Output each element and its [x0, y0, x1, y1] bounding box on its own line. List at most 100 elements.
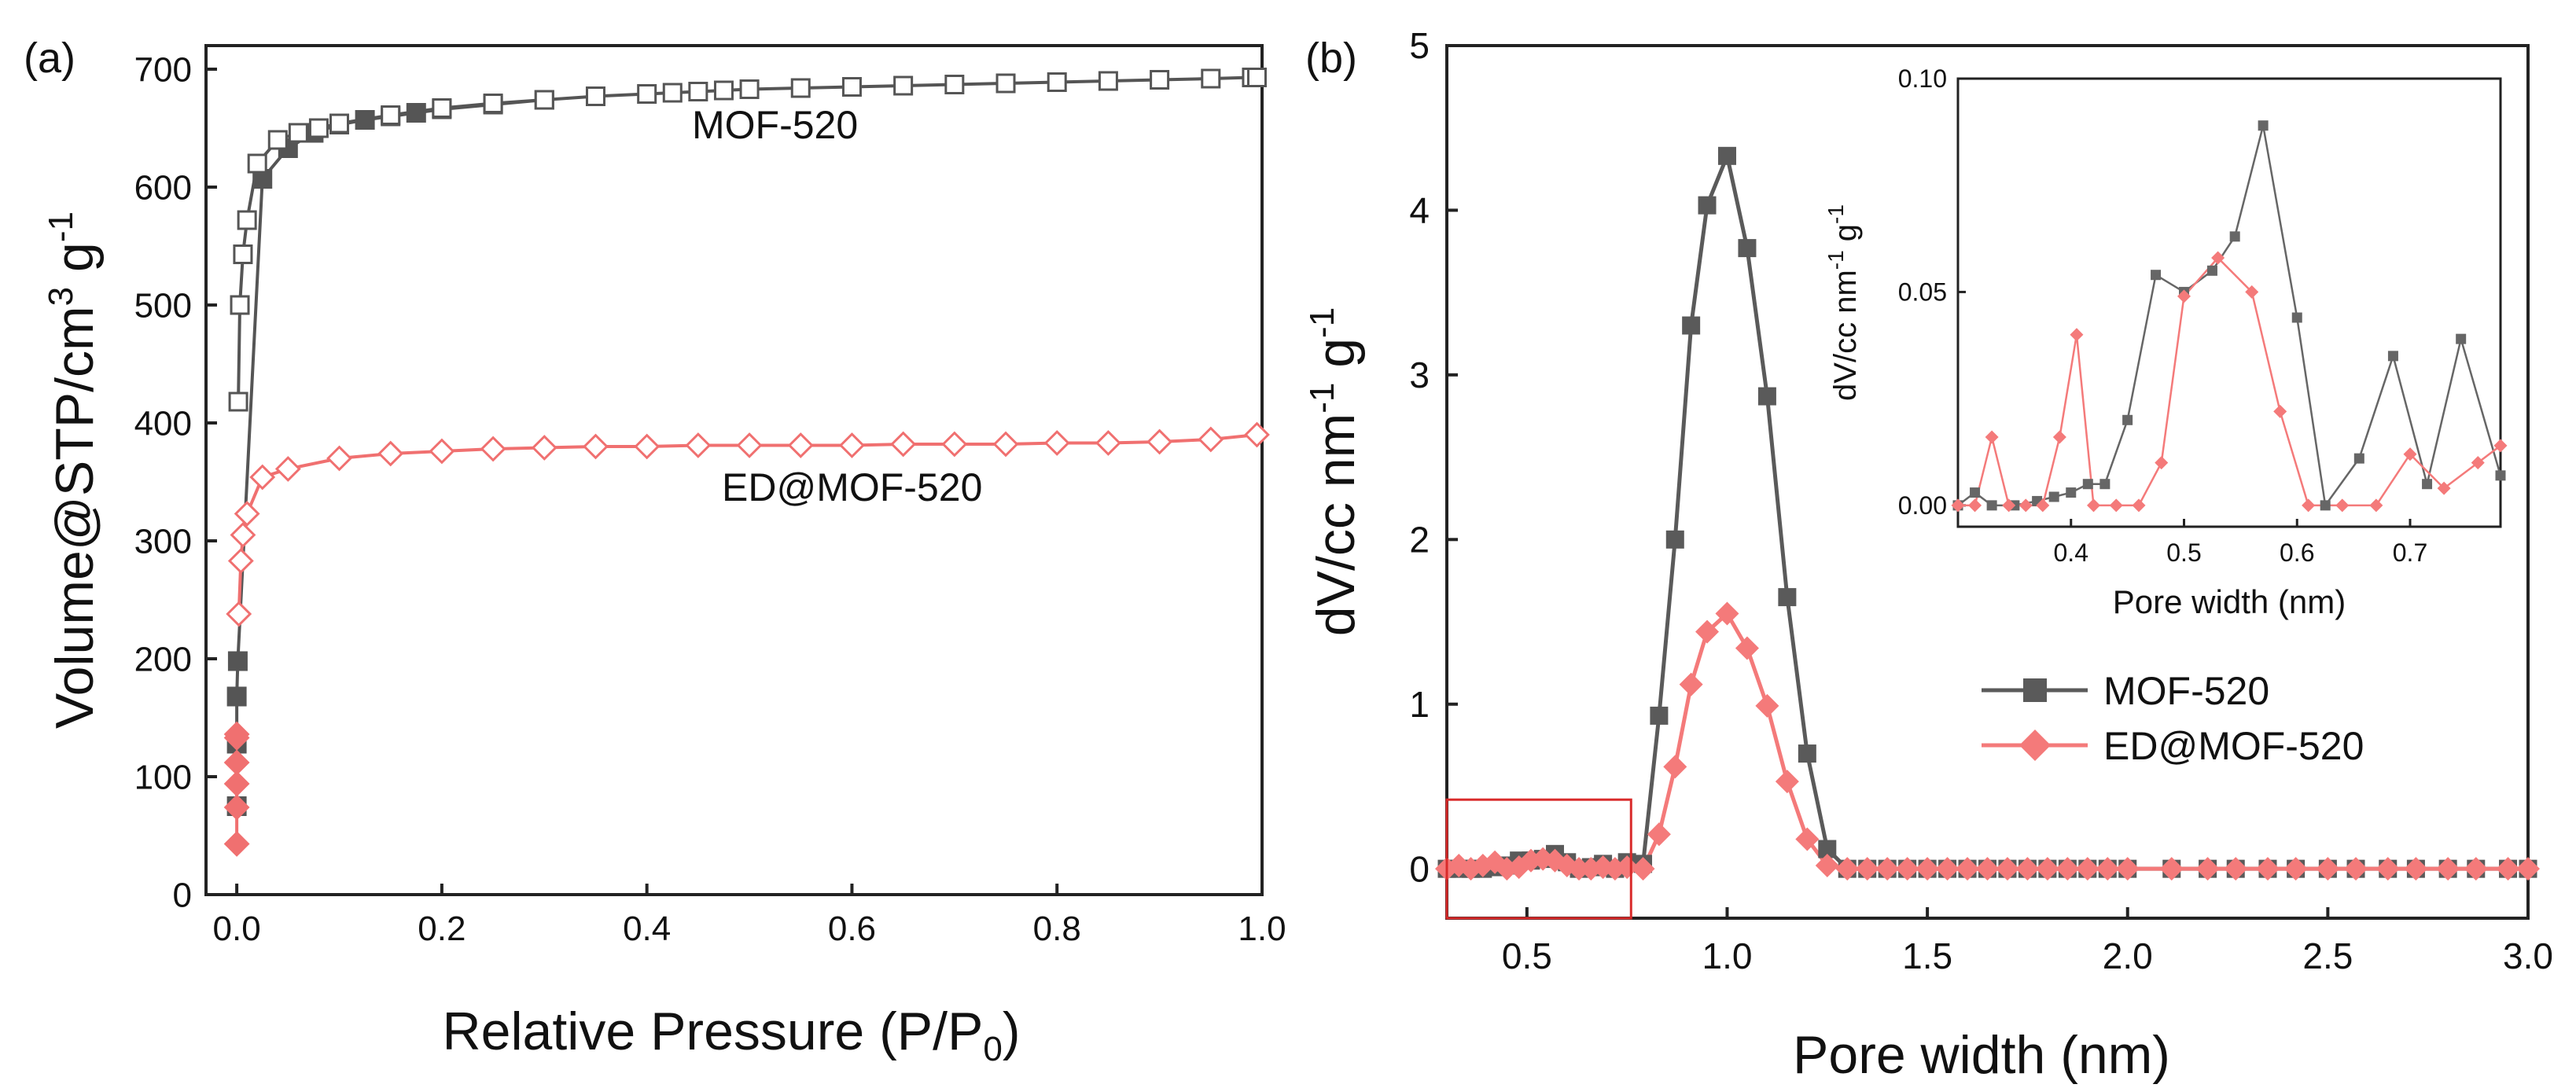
data-point — [2036, 498, 2050, 513]
data-point — [1098, 71, 1118, 91]
data-point — [326, 445, 352, 472]
data-point — [787, 432, 814, 458]
data-point — [1043, 430, 1070, 456]
data-point — [1201, 68, 1221, 89]
data-point — [2404, 857, 2428, 881]
data-point — [230, 295, 250, 315]
data-point — [2159, 857, 2184, 881]
panel-a-plot-frame — [204, 44, 1264, 896]
data-point — [223, 794, 250, 821]
inset-plot-frame — [1956, 77, 2502, 528]
data-point — [1970, 487, 1981, 498]
data-point — [1715, 601, 1739, 626]
data-point — [2291, 312, 2302, 323]
data-point — [2493, 439, 2508, 453]
data-point — [1682, 316, 1701, 335]
panel-b-label: (b) — [1305, 35, 1357, 82]
data-point — [2224, 857, 2248, 881]
data-point — [1146, 428, 1173, 455]
data-point — [1679, 672, 1703, 697]
data-point — [2177, 289, 2191, 303]
data-point — [2015, 857, 2040, 881]
data-point — [406, 103, 426, 123]
data-point — [1695, 619, 1720, 644]
data-point — [247, 153, 267, 174]
data-point — [1956, 857, 1980, 881]
data-point — [2369, 498, 2383, 513]
data-point — [429, 438, 455, 465]
panel-a-y-tick-label: 600 — [134, 168, 192, 207]
data-point — [329, 113, 350, 134]
data-point — [223, 770, 250, 797]
data-point — [1735, 636, 1759, 660]
data-point — [2082, 479, 2093, 490]
data-point — [226, 601, 252, 627]
data-point — [2018, 498, 2033, 513]
data-point — [1835, 857, 1860, 881]
data-point — [1095, 430, 1121, 456]
data-point — [995, 73, 1016, 94]
data-point — [839, 432, 865, 458]
data-point — [2353, 453, 2364, 464]
panel-b-x-tick-label: 1.5 — [1902, 935, 1952, 976]
panel-a-x-tick-label: 0.0 — [213, 910, 261, 948]
data-point — [223, 721, 250, 748]
panel-a-y-tick-label: 400 — [134, 404, 192, 443]
data-point — [1855, 857, 1879, 881]
data-point — [2099, 479, 2110, 490]
data-point — [2456, 333, 2467, 344]
data-point — [2070, 328, 2084, 342]
data-point — [2283, 857, 2308, 881]
panel-b-x-tick-label: 2.0 — [2103, 935, 2153, 976]
data-point — [944, 75, 965, 94]
data-point — [355, 110, 375, 130]
panel-b-x-tick-label: 0.5 — [1502, 935, 1552, 976]
panel-b-y-tick-label: 3 — [1409, 355, 1430, 395]
data-point — [739, 79, 760, 99]
panel-b-legend: MOF-520 ED@MOF-520 — [1982, 669, 2364, 768]
panel-b-y-tick-label: 1 — [1409, 684, 1430, 725]
zoom-region-box — [1445, 798, 1632, 920]
data-point — [274, 456, 301, 482]
data-point — [2151, 270, 2162, 281]
data-point — [2206, 265, 2217, 276]
data-point — [308, 118, 329, 138]
data-point — [2515, 857, 2541, 881]
data-point — [1795, 827, 1820, 851]
data-point — [1951, 498, 1965, 513]
inset-x-tick-label: 0.5 — [2166, 538, 2201, 567]
panel-b-y-tick-label: 0 — [1409, 848, 1430, 889]
data-point — [992, 431, 1019, 458]
data-point — [2066, 487, 2077, 498]
inset-x-axis-label: Pore width (nm) — [2113, 583, 2346, 620]
panel-a-y-tick-label: 500 — [134, 286, 192, 325]
panel-a-y-tick-label: 300 — [134, 522, 192, 561]
data-point — [713, 80, 734, 101]
data-point — [249, 464, 276, 491]
data-point — [2335, 498, 2350, 513]
data-point — [2258, 120, 2269, 131]
data-point — [2195, 857, 2220, 881]
data-point — [1244, 421, 1270, 448]
data-point — [1895, 857, 1919, 881]
inset-x-tick-label: 0.4 — [2054, 538, 2088, 567]
panel-a-x-tick-label: 0.8 — [1033, 910, 1081, 948]
data-point — [1738, 239, 1757, 258]
panel-a-y-axis-label: Volume@STP/cm3 g-1 — [42, 211, 105, 729]
panel-a: (a) 0.0 0.2 0.4 0.6 0.8 1.0 0 100 200 300 400 500 6… — [24, 35, 1286, 1068]
data-point — [585, 86, 605, 106]
data-point — [1915, 857, 1940, 881]
data-point — [1150, 70, 1170, 90]
panel-b-x-tick-label: 2.5 — [2302, 935, 2353, 976]
data-point — [2436, 857, 2460, 881]
data-point — [790, 78, 811, 98]
panel-b-y-tick-label: 2 — [1409, 519, 1430, 560]
data-point — [736, 432, 763, 458]
data-point — [1775, 770, 1799, 794]
panel-a-y-tick-label: 100 — [134, 758, 192, 796]
data-point — [2273, 404, 2287, 418]
annotation-mof520: MOF-520 — [692, 103, 858, 147]
data-point — [2320, 500, 2331, 511]
data-point — [2229, 231, 2240, 242]
data-point — [2422, 479, 2433, 490]
